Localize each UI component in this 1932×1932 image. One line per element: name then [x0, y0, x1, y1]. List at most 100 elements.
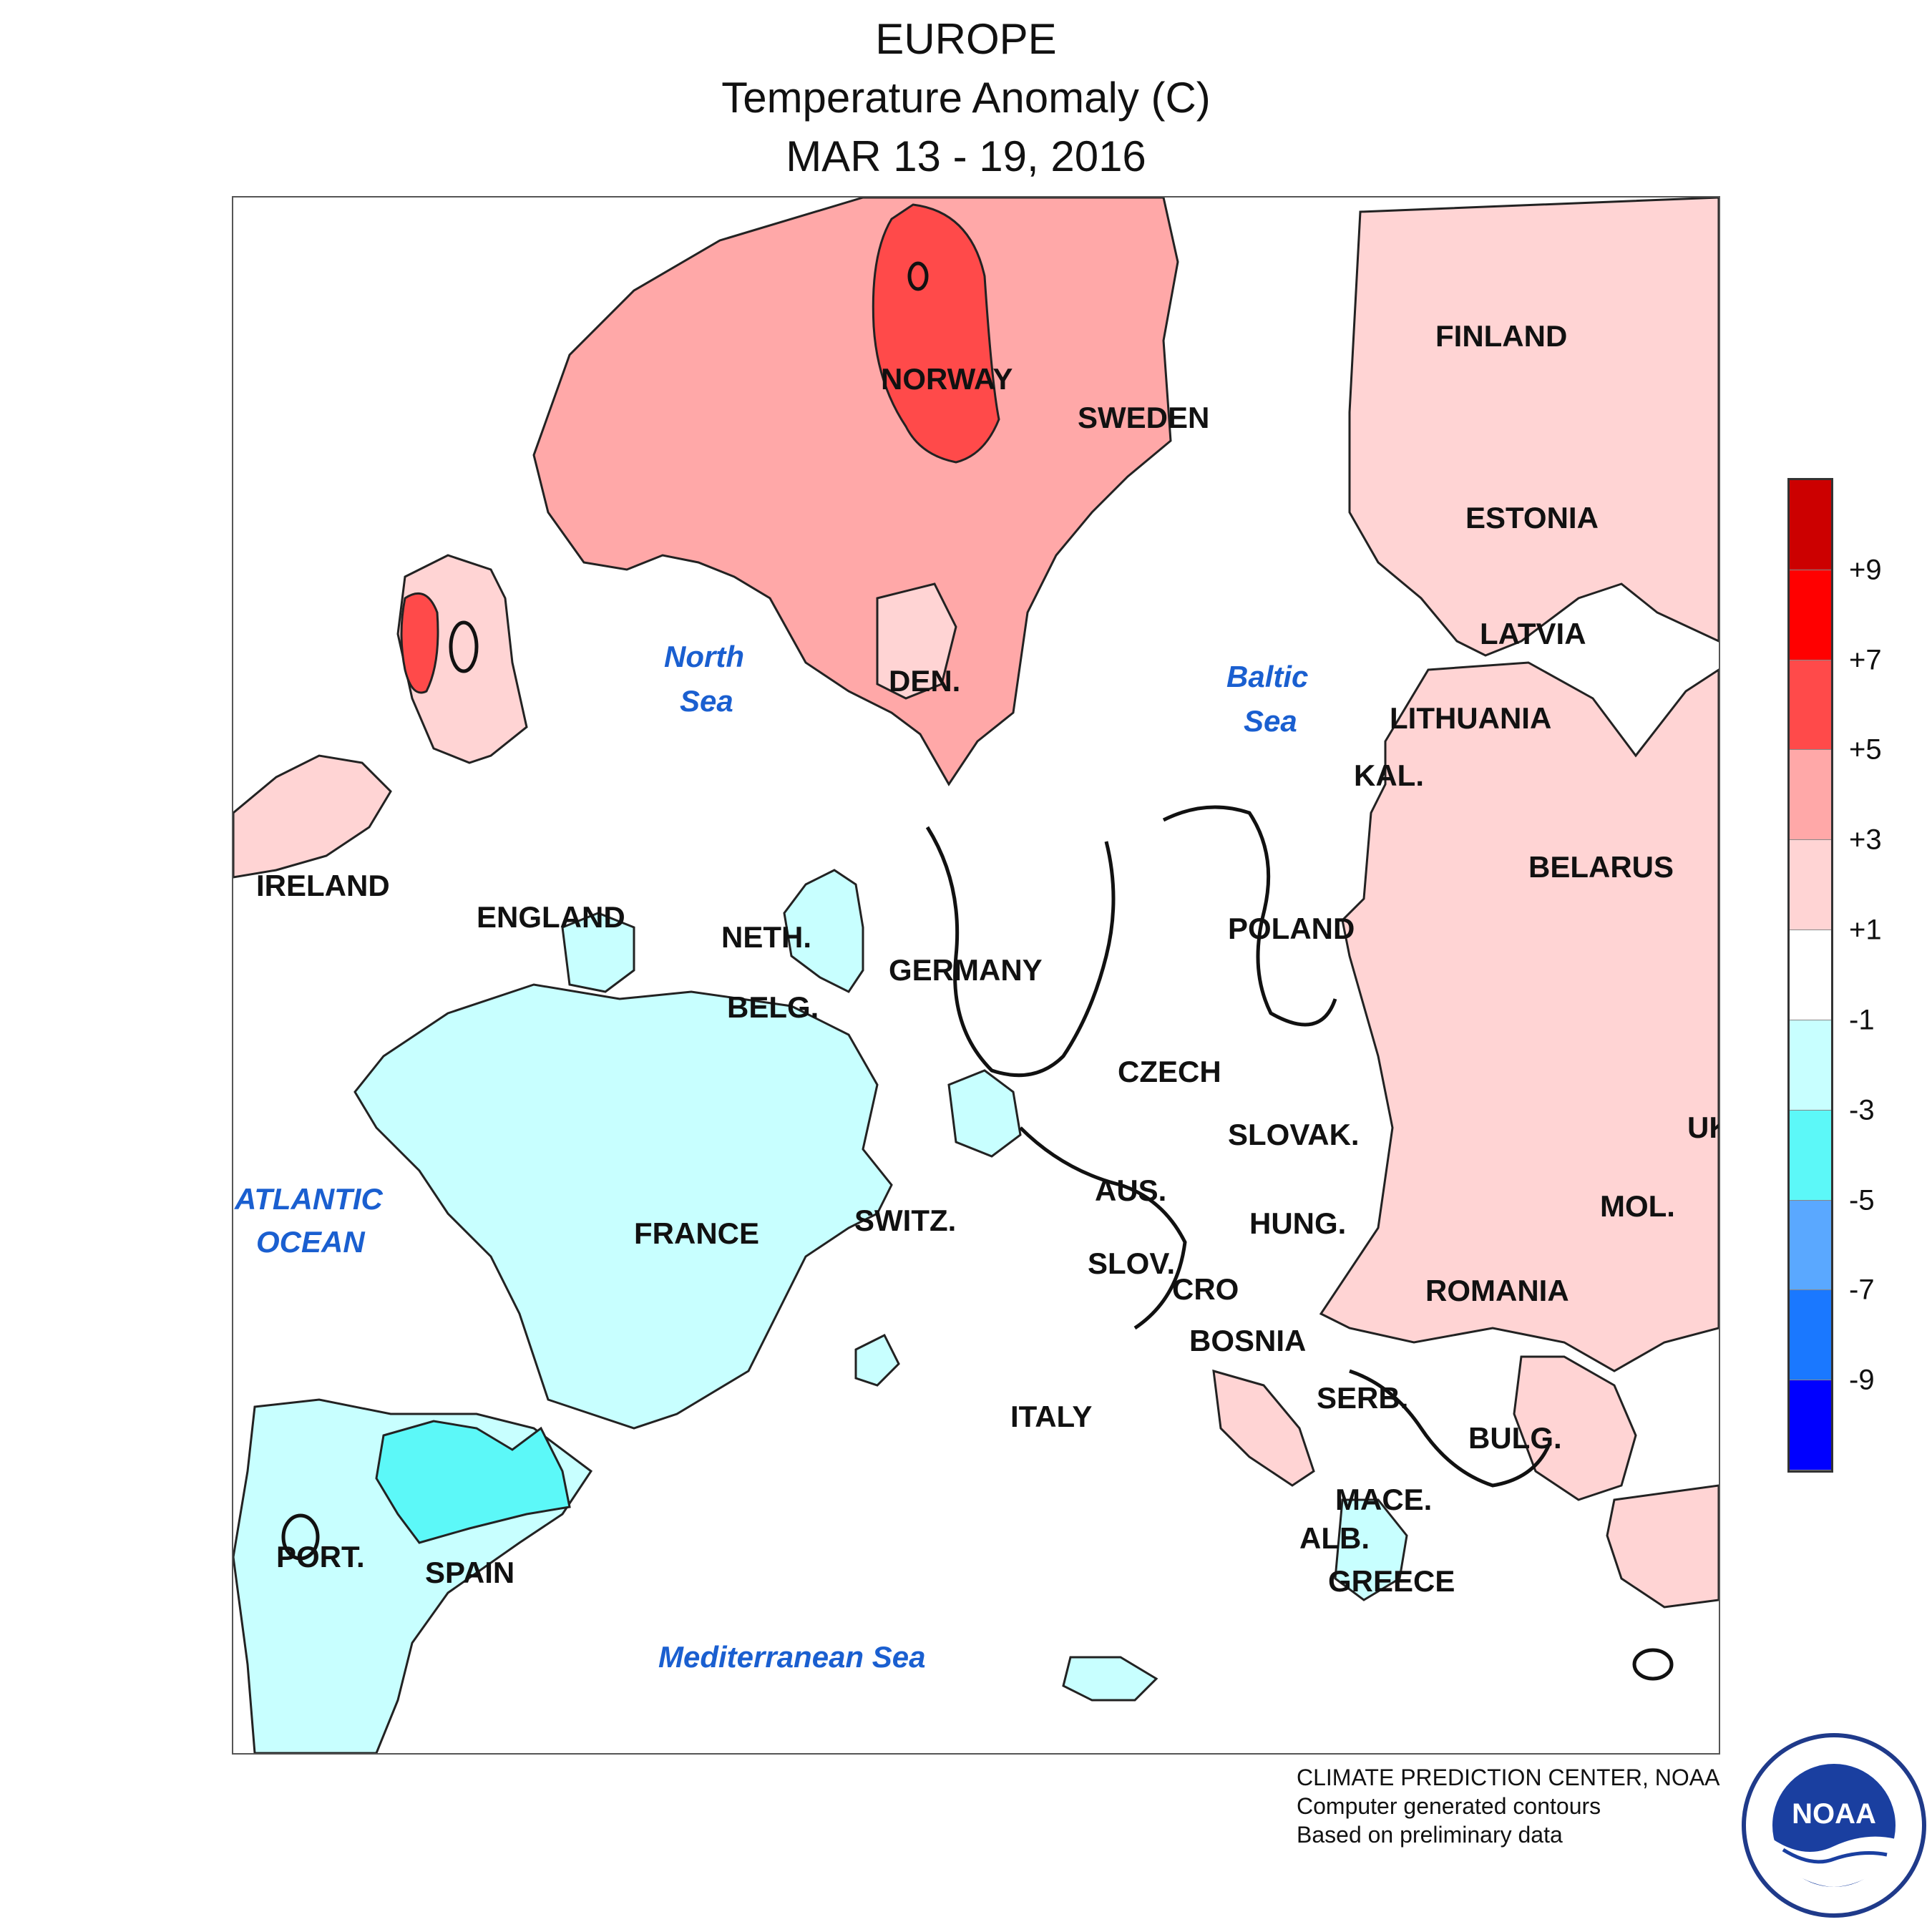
legend-swatch: [1790, 750, 1831, 841]
label-uk: UK: [1687, 1111, 1719, 1144]
contour-ring-scotland: [449, 620, 479, 673]
label-sweden: SWEDEN: [1078, 401, 1209, 434]
legend-tick-label: -1: [1849, 1004, 1875, 1036]
label-baltic-sea-1: Baltic: [1226, 660, 1308, 693]
sea-labels: North Sea Baltic Sea ATLANTIC OCEAN Medi…: [234, 640, 1308, 1674]
label-bulg: BULG.: [1468, 1421, 1562, 1455]
contour-ring-greece: [1632, 1648, 1674, 1681]
credits: CLIMATE PREDICTION CENTER, NOAA Computer…: [1297, 1763, 1719, 1849]
cold-region-sicily: [1062, 1656, 1158, 1702]
warm-region-norway-core: [872, 203, 1000, 464]
warm-region-moldova: [1513, 1355, 1637, 1501]
label-serb: SERB.: [1317, 1381, 1408, 1415]
legend-tick-label: +1: [1849, 914, 1882, 946]
legend-tick-label: +3: [1849, 824, 1882, 856]
legend-swatch: [1790, 570, 1831, 660]
warm-region-scandinavia: [532, 197, 1179, 786]
cold-region-swiss: [854, 1333, 900, 1387]
label-romania: ROMANIA: [1425, 1274, 1569, 1307]
label-alb: ALB.: [1299, 1521, 1370, 1555]
label-neth: NETH.: [721, 920, 811, 954]
legend-tick-label: -9: [1849, 1364, 1875, 1396]
color-legend: [1787, 478, 1833, 1473]
legend-tick-label: -3: [1849, 1094, 1875, 1126]
label-england: ENGLAND: [477, 900, 625, 934]
label-ireland: IRELAND: [256, 869, 390, 902]
legend-swatch: [1790, 1200, 1831, 1291]
cold-region-france: [353, 983, 893, 1430]
label-den: DEN.: [889, 664, 960, 698]
label-north-sea-1: North: [664, 640, 744, 673]
country-labels: NORWAY SWEDEN FINLAND ESTONIA LATVIA LIT…: [256, 319, 1719, 1598]
contour-ring-portugal: [281, 1513, 320, 1561]
title-region: EUROPE: [875, 15, 1057, 63]
contour-ring-norway: [907, 261, 929, 291]
warm-region-denmark: [876, 582, 957, 700]
label-france: FRANCE: [634, 1216, 759, 1250]
warm-region-baltics-belarus: [1319, 661, 1719, 1372]
noaa-logo: NOAA: [1742, 1733, 1926, 1918]
label-atlantic-1: ATLANTIC: [234, 1182, 384, 1216]
logo-text: NOAA: [1792, 1798, 1876, 1830]
cold-region-spain-core: [375, 1420, 571, 1544]
label-czech: CZECH: [1118, 1055, 1221, 1088]
contour-line-poland: [1162, 805, 1337, 1027]
cold-anomaly-regions: [233, 869, 1408, 1753]
label-mediterranean: Mediterranean Sea: [658, 1640, 926, 1674]
cold-region-alps: [947, 1069, 1022, 1158]
legend-swatch: [1790, 930, 1831, 1020]
legend-swatch: [1790, 1020, 1831, 1111]
warm-region-scotland-core: [400, 592, 439, 694]
label-switz: SWITZ.: [854, 1204, 956, 1237]
warm-region-finland: [1348, 197, 1719, 657]
label-mol: MOL.: [1600, 1189, 1675, 1223]
label-mace: MACE.: [1335, 1483, 1432, 1516]
legend-tick-label: +7: [1849, 644, 1882, 676]
cold-region-albania: [1334, 1498, 1408, 1601]
legend-tick-label: +9: [1849, 554, 1882, 586]
warm-region-ireland: [233, 754, 392, 879]
label-atlantic-2: OCEAN: [256, 1225, 366, 1259]
label-greece: GREECE: [1328, 1564, 1455, 1598]
label-port: PORT.: [276, 1540, 365, 1574]
contour-line-balkans: [1349, 1369, 1552, 1488]
cold-region-england: [561, 912, 635, 993]
title-period: MAR 13 - 19, 2016: [786, 132, 1146, 180]
label-estonia: ESTONIA: [1465, 501, 1599, 535]
contour-lines: [281, 261, 1674, 1681]
legend-swatch: [1790, 1110, 1831, 1201]
contour-line-germany: [925, 826, 1116, 1078]
warm-region-turkey: [1606, 1484, 1719, 1609]
title-variable: Temperature Anomaly (C): [721, 74, 1211, 122]
label-finland: FINLAND: [1435, 319, 1567, 353]
map-canvas: NORWAY SWEDEN FINLAND ESTONIA LATVIA LIT…: [233, 197, 1719, 1753]
legend-tick-label: +5: [1849, 733, 1882, 766]
warm-anomaly-regions: [233, 197, 1719, 1609]
label-germany: GERMANY: [889, 953, 1043, 987]
legend-tick-label: -5: [1849, 1184, 1875, 1216]
legend-swatch: [1790, 1290, 1831, 1381]
label-latvia: LATVIA: [1480, 617, 1586, 650]
legend-swatch: [1790, 1380, 1831, 1470]
label-lithuania: LITHUANIA: [1390, 701, 1551, 735]
label-norway: NORWAY: [881, 362, 1013, 396]
cold-region-benelux: [783, 869, 864, 993]
legend-swatch: [1790, 840, 1831, 931]
legend-swatch: [1790, 660, 1831, 751]
contour-line-alps: [1019, 1126, 1187, 1330]
label-aus: AUS.: [1095, 1174, 1166, 1207]
credit-source: CLIMATE PREDICTION CENTER, NOAA: [1297, 1765, 1720, 1790]
legend-swatch: [1790, 480, 1831, 570]
label-slov: SLOV.: [1088, 1246, 1175, 1280]
label-cro: CRO: [1172, 1272, 1239, 1306]
label-north-sea-2: Sea: [680, 684, 733, 718]
label-belarus: BELARUS: [1528, 850, 1674, 884]
label-italy: ITALY: [1010, 1400, 1092, 1433]
label-spain: SPAIN: [425, 1556, 514, 1589]
label-bosnia: BOSNIA: [1189, 1324, 1306, 1357]
map-title: EUROPE Temperature Anomaly (C) MAR 13 - …: [0, 10, 1932, 186]
credit-note: Based on preliminary data: [1297, 1822, 1563, 1848]
label-kal: KAL.: [1354, 758, 1424, 792]
label-belg: BELG.: [727, 990, 819, 1024]
credit-method: Computer generated contours: [1297, 1793, 1601, 1819]
